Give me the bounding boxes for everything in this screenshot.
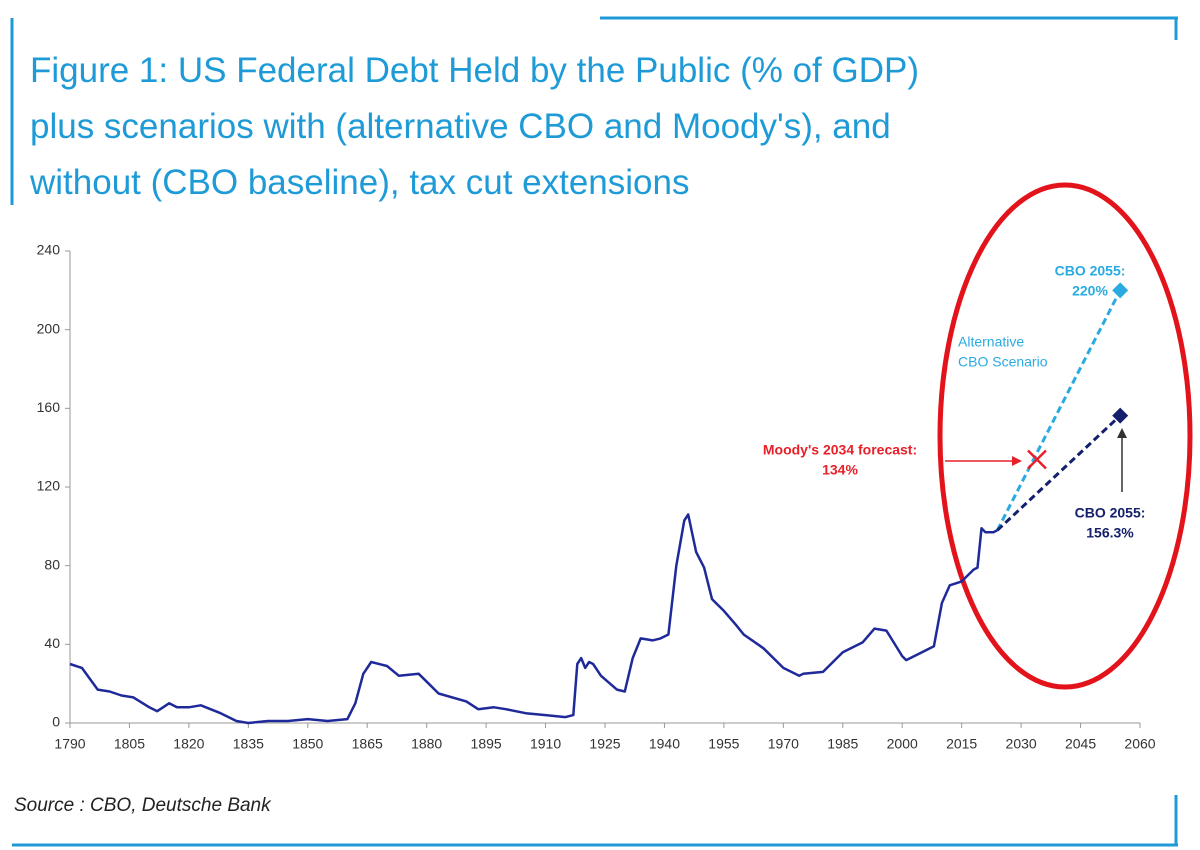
- y-tick-label: 120: [37, 478, 61, 494]
- x-tick-label: 1895: [471, 736, 502, 752]
- y-tick-label: 160: [37, 399, 61, 415]
- x-tick-label: 1805: [114, 736, 145, 752]
- x-tick-label: 1985: [827, 736, 858, 752]
- x-tick-label: 1925: [589, 736, 620, 752]
- y-tick-label: 240: [37, 242, 61, 258]
- x-tick-label: 2000: [887, 736, 918, 752]
- annotation: Moody's 2034 forecast:: [763, 442, 917, 458]
- annotation: 156.3%: [1086, 525, 1134, 541]
- y-tick-label: 40: [44, 635, 60, 651]
- chart-title: Figure 1: US Federal Debt Held by the Pu…: [30, 51, 919, 90]
- x-tick-label: 1970: [768, 736, 799, 752]
- x-tick-label: 1940: [649, 736, 680, 752]
- annotation: 134%: [822, 462, 858, 478]
- series-line: [69, 513, 998, 725]
- y-tick-label: 200: [37, 320, 61, 336]
- y-tick-label: 0: [52, 714, 60, 730]
- chart-title: plus scenarios with (alternative CBO and…: [30, 107, 891, 146]
- annotation: 220%: [1072, 283, 1108, 299]
- x-tick-label: 2045: [1065, 736, 1096, 752]
- series-line: [996, 414, 1122, 532]
- series-line: [995, 289, 1122, 531]
- x-tick-label: 1880: [411, 736, 442, 752]
- x-tick-label: 2060: [1124, 736, 1155, 752]
- cbo-arrowhead: [1117, 428, 1127, 438]
- chart-title: without (CBO baseline), tax cut extensio…: [29, 163, 689, 202]
- source: Source : CBO, Deutsche Bank: [14, 795, 272, 816]
- x-tick-label: 1790: [54, 736, 85, 752]
- highlight-ellipse: [937, 182, 1193, 690]
- annotation: CBO Scenario: [958, 354, 1048, 370]
- x-tick-label: 1910: [530, 736, 561, 752]
- diamond-marker: [1112, 282, 1129, 299]
- x-tick-label: 1820: [173, 736, 204, 752]
- x-tick-label: 2030: [1006, 736, 1037, 752]
- annotation: CBO 2055:: [1055, 263, 1126, 279]
- x-tick-label: 1835: [233, 736, 264, 752]
- annotation: CBO 2055:: [1075, 505, 1146, 521]
- x-tick-label: 1850: [292, 736, 323, 752]
- moody-arrowhead: [1012, 456, 1022, 466]
- x-tick-label: 1865: [352, 736, 383, 752]
- x-marker: [1027, 449, 1047, 470]
- x-tick-label: 1955: [708, 736, 739, 752]
- annotation: Alternative: [958, 334, 1024, 350]
- x-tick-label: 2015: [946, 736, 977, 752]
- y-tick-label: 80: [44, 556, 60, 572]
- diamond-marker: [1112, 407, 1129, 424]
